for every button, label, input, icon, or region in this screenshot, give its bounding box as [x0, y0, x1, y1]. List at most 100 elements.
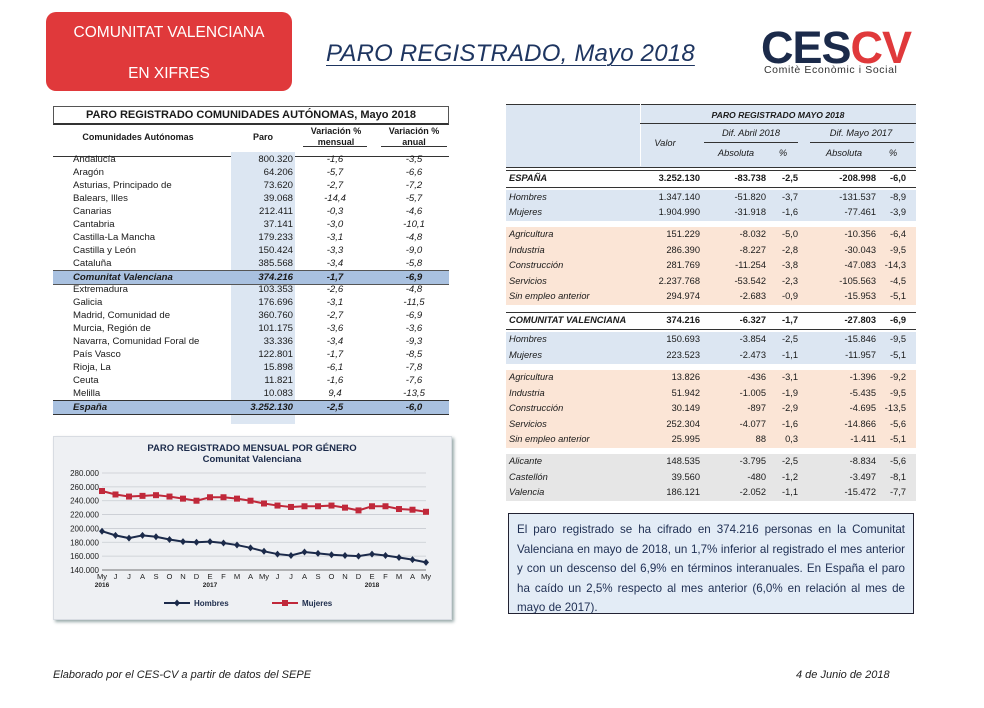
- abril-absoluta: -8.227: [739, 245, 766, 255]
- paro-value: 39.068: [263, 193, 293, 204]
- region-name: España: [73, 402, 108, 413]
- gender-chart: PARO REGISTRADO MENSUAL POR GÉNERO Comun…: [53, 436, 452, 620]
- table-row: Mujeres 223.523 -2.473 -1,1 -11.957 -5,1: [506, 348, 916, 364]
- summary-note: El paro registrado se ha cifrado en 374.…: [508, 513, 914, 614]
- paro-value: 73.620: [263, 180, 293, 191]
- data-point-mujeres: [220, 494, 227, 501]
- region-name: Cantabria: [73, 219, 115, 230]
- logo-wordmark: CESCV: [761, 24, 912, 72]
- x-tick-label: S: [315, 572, 320, 581]
- mayo-absoluta: -11.957: [845, 350, 876, 360]
- data-point-hombres: [369, 550, 375, 558]
- header-valor: Valor: [654, 138, 676, 148]
- page-title: PARO REGISTRADO, Mayo 2018: [326, 40, 695, 67]
- valor: 252.304: [666, 419, 700, 429]
- y-tick-label: 160.000: [70, 552, 99, 561]
- row-label: Hombres: [509, 192, 547, 202]
- table-row: País Vasco 122.801 -1,7 -8,5: [53, 348, 449, 361]
- valor: 150.693: [666, 334, 700, 344]
- row-label: Mujeres: [509, 350, 543, 360]
- badge-line-2: EN XIFRES: [128, 65, 210, 82]
- row-label: Industria: [509, 388, 545, 398]
- data-point-hombres: [315, 549, 321, 557]
- valor: 151.229: [666, 229, 700, 239]
- data-point-mujeres: [112, 491, 119, 498]
- table-row: Galicia 176.696 -3,1 -11,5: [53, 296, 449, 309]
- var-anual: -4,8: [405, 284, 423, 295]
- data-point-mujeres: [342, 504, 348, 511]
- data-point-hombres: [139, 531, 146, 539]
- abril-absoluta: -8.032: [739, 229, 766, 239]
- x-tick-label: My: [97, 572, 107, 581]
- paro-value: 360.760: [258, 310, 293, 321]
- table-row: Alicante 148.535 -3.795 -2,5 -8.834 -5,6: [506, 454, 916, 470]
- table-row: Castilla-La Mancha 179.233 -3,1 -4,8: [53, 231, 449, 244]
- paro-value: 150.424: [258, 245, 293, 256]
- paro-value: 15.898: [263, 362, 293, 373]
- table-row: Valencia 186.121 -2.052 -1,1 -15.472 -7,7: [506, 485, 916, 501]
- table-row: Agricultura 13.826 -436 -3,1 -1.396 -9,2: [506, 370, 916, 386]
- table-row: Castellón 39.560 -480 -1,2 -3.497 -8,1: [506, 470, 916, 486]
- region-name: Rioja, La: [73, 362, 111, 373]
- data-point-mujeres: [153, 492, 159, 499]
- mayo-pct: -5,6: [889, 419, 906, 429]
- abril-pct: -2,5: [781, 173, 798, 183]
- data-point-mujeres: [423, 508, 429, 515]
- var-anual: -7,2: [405, 180, 423, 191]
- table-row: Andalucía 800.320 -1,6 -3,5: [53, 153, 449, 166]
- region-name: Galicia: [73, 297, 103, 308]
- table-row: Madrid, Comunidad de 360.760 -2,7 -6,9: [53, 309, 449, 322]
- var-mensual: -1,6: [326, 154, 344, 165]
- abril-absoluta: -6.327: [739, 315, 766, 325]
- region-name: Cataluña: [73, 258, 112, 269]
- valor: 3.252.130: [658, 173, 700, 183]
- y-tick-label: 180.000: [70, 538, 99, 547]
- x-tick-label: F: [221, 572, 226, 581]
- y-tick-label: 260.000: [70, 483, 99, 492]
- header-region: Comunidades Autónomas: [82, 132, 194, 142]
- mayo-absoluta: -131.537: [839, 192, 876, 202]
- mayo-pct: -6,9: [889, 315, 906, 325]
- var-anual: -9,3: [405, 336, 423, 347]
- var-anual: -7,6: [405, 375, 423, 386]
- abril-pct: -1,6: [781, 419, 798, 429]
- mayo-absoluta: -105.563: [839, 276, 876, 286]
- header-var-anual: Variación % anual: [388, 126, 440, 147]
- valor: 294.974: [666, 291, 700, 301]
- region-name: Extremadura: [73, 284, 128, 295]
- var-mensual: -2,7: [326, 310, 344, 321]
- abril-pct: -3,8: [781, 260, 798, 270]
- paro-value: 64.206: [263, 167, 293, 178]
- row-label: Servicios: [509, 419, 547, 429]
- row-label: Mujeres: [509, 207, 543, 217]
- row-label: Construcción: [509, 403, 564, 413]
- x-tick-label: J: [289, 572, 293, 581]
- mayo-absoluta: -30.043: [844, 245, 876, 255]
- header-var-mensual: Variación % mensual: [310, 126, 362, 147]
- paro-value: 122.801: [258, 349, 293, 360]
- region-name: Melilla: [73, 388, 101, 399]
- footer-source: Elaborado por el CES-CV a partir de dato…: [53, 669, 312, 681]
- mayo-absoluta: -15.846: [844, 334, 876, 344]
- data-point-mujeres: [180, 495, 186, 502]
- x-tick-label: A: [410, 572, 416, 581]
- table-row: Comunitat Valenciana 374.216 -1,7 -6,9: [53, 270, 449, 285]
- data-point-mujeres: [193, 497, 200, 504]
- abril-absoluta: -51.820: [734, 192, 766, 202]
- year-label: 2016: [95, 582, 110, 589]
- table-row: ESPAÑA 3.252.130 -83.738 -2,5 -208.998 -6,0: [506, 170, 916, 188]
- x-tick-label: My: [421, 572, 431, 581]
- abril-absoluta: -3.795: [739, 456, 766, 466]
- mayo-pct: -9,5: [889, 245, 906, 255]
- valor: 25.995: [671, 434, 700, 444]
- mayo-pct: -5,1: [889, 291, 906, 301]
- data-point-mujeres: [139, 492, 146, 499]
- x-tick-label: A: [248, 572, 254, 581]
- header-dif-abril: Dif. Abril 2018: [721, 128, 781, 138]
- table-row: Melilla 10.083 9,4 -13,5: [53, 387, 449, 400]
- abril-pct: -1,2: [781, 472, 798, 482]
- var-anual: -8,5: [405, 349, 423, 360]
- data-point-hombres: [166, 536, 173, 544]
- abril-pct: 0,3: [785, 434, 798, 444]
- y-tick-label: 220.000: [70, 511, 99, 520]
